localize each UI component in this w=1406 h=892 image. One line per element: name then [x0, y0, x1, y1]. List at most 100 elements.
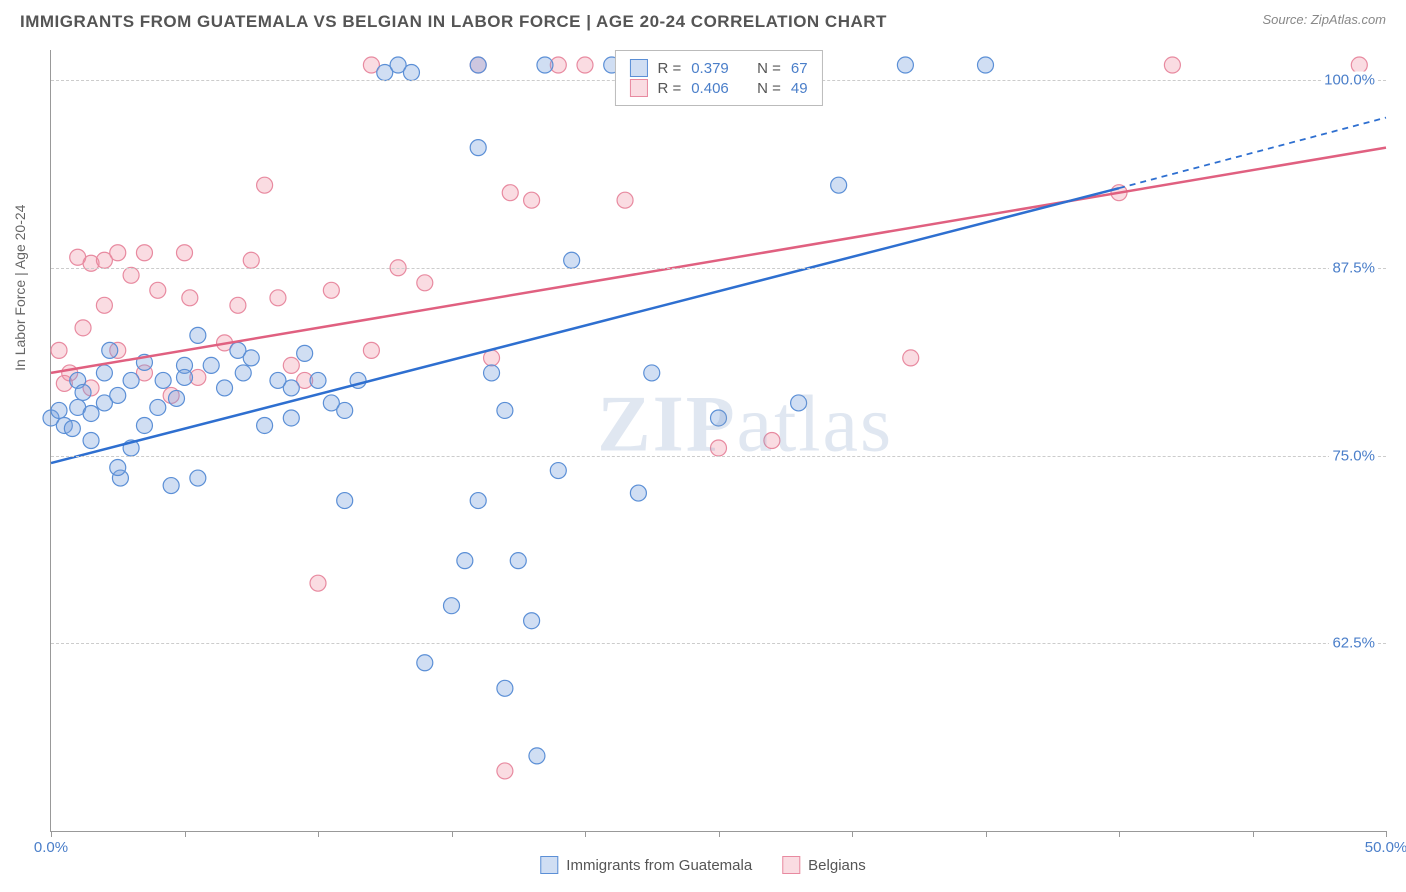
r-value-series1: 0.379: [691, 60, 729, 77]
scatter-point: [897, 57, 913, 73]
trend-line: [1119, 118, 1386, 189]
scatter-point: [711, 440, 727, 456]
x-tick-mark: [585, 831, 586, 837]
scatter-point: [96, 297, 112, 313]
scatter-point: [403, 65, 419, 81]
x-tick-mark: [51, 831, 52, 837]
scatter-point: [497, 680, 513, 696]
scatter-point: [190, 327, 206, 343]
r-label: R =: [657, 80, 681, 97]
scatter-point: [529, 748, 545, 764]
scatter-point: [102, 342, 118, 358]
scatter-point: [270, 290, 286, 306]
scatter-point: [1164, 57, 1180, 73]
y-tick-label: 62.5%: [1329, 635, 1378, 652]
stats-row-series1: R = 0.379 N = 67: [629, 59, 807, 77]
scatter-point: [110, 460, 126, 476]
x-tick-mark: [1386, 831, 1387, 837]
swatch-series1: [540, 856, 558, 874]
scatter-point: [711, 410, 727, 426]
scatter-point: [323, 282, 339, 298]
scatter-point: [457, 553, 473, 569]
n-value-series2: 49: [791, 80, 808, 97]
scatter-point: [310, 372, 326, 388]
gridline: [51, 456, 1386, 457]
scatter-point: [64, 420, 80, 436]
scatter-point: [75, 320, 91, 336]
scatter-point: [257, 177, 273, 193]
scatter-point: [903, 350, 919, 366]
scatter-point: [978, 57, 994, 73]
scatter-point: [644, 365, 660, 381]
legend-label-series1: Immigrants from Guatemala: [566, 857, 752, 874]
scatter-point: [524, 613, 540, 629]
scatter-point: [502, 185, 518, 201]
r-label: R =: [657, 60, 681, 77]
scatter-point: [577, 57, 593, 73]
scatter-point: [417, 275, 433, 291]
correlation-stats-box: R = 0.379 N = 67 R = 0.406 N = 49: [614, 50, 822, 106]
scatter-point: [83, 405, 99, 421]
scatter-point: [136, 245, 152, 261]
scatter-point: [168, 390, 184, 406]
scatter-point: [110, 387, 126, 403]
trend-line: [51, 188, 1119, 463]
scatter-point: [444, 598, 460, 614]
x-tick-label-min: 0.0%: [34, 839, 68, 856]
scatter-point: [203, 357, 219, 373]
scatter-point: [297, 345, 313, 361]
swatch-series1: [629, 59, 647, 77]
x-tick-label-max: 50.0%: [1365, 839, 1406, 856]
n-value-series1: 67: [791, 60, 808, 77]
scatter-point: [150, 282, 166, 298]
scatter-point: [150, 399, 166, 415]
r-value-series2: 0.406: [691, 80, 729, 97]
legend: Immigrants from Guatemala Belgians: [540, 856, 865, 874]
scatter-point: [497, 402, 513, 418]
scatter-point: [230, 297, 246, 313]
n-label: N =: [757, 60, 781, 77]
n-label: N =: [757, 80, 781, 97]
scatter-point: [550, 463, 566, 479]
x-tick-mark: [986, 831, 987, 837]
gridline: [51, 268, 1386, 269]
scatter-point: [630, 485, 646, 501]
scatter-svg: [51, 50, 1386, 831]
gridline: [51, 643, 1386, 644]
scatter-point: [243, 252, 259, 268]
scatter-point: [136, 417, 152, 433]
scatter-point: [417, 655, 433, 671]
scatter-point: [283, 380, 299, 396]
x-tick-mark: [719, 831, 720, 837]
legend-label-series2: Belgians: [808, 857, 866, 874]
x-tick-mark: [318, 831, 319, 837]
x-tick-mark: [1253, 831, 1254, 837]
source-attribution: Source: ZipAtlas.com: [1262, 12, 1386, 27]
scatter-point: [283, 410, 299, 426]
scatter-point: [470, 493, 486, 509]
scatter-point: [123, 372, 139, 388]
scatter-point: [51, 342, 67, 358]
scatter-point: [257, 417, 273, 433]
scatter-point: [524, 192, 540, 208]
scatter-point: [163, 478, 179, 494]
scatter-point: [283, 357, 299, 373]
scatter-point: [177, 369, 193, 385]
chart-plot-area: ZIPatlas R = 0.379 N = 67 R = 0.406 N = …: [50, 50, 1386, 832]
scatter-point: [182, 290, 198, 306]
scatter-point: [617, 192, 633, 208]
swatch-series2: [782, 856, 800, 874]
scatter-point: [764, 433, 780, 449]
swatch-series2: [629, 79, 647, 97]
scatter-point: [470, 140, 486, 156]
stats-row-series2: R = 0.406 N = 49: [629, 79, 807, 97]
scatter-point: [177, 245, 193, 261]
scatter-point: [110, 245, 126, 261]
x-tick-mark: [185, 831, 186, 837]
chart-title: IMMIGRANTS FROM GUATEMALA VS BELGIAN IN …: [20, 12, 887, 32]
scatter-point: [123, 267, 139, 283]
scatter-point: [83, 433, 99, 449]
scatter-point: [363, 342, 379, 358]
scatter-point: [235, 365, 251, 381]
y-axis-label: In Labor Force | Age 20-24: [12, 205, 28, 371]
